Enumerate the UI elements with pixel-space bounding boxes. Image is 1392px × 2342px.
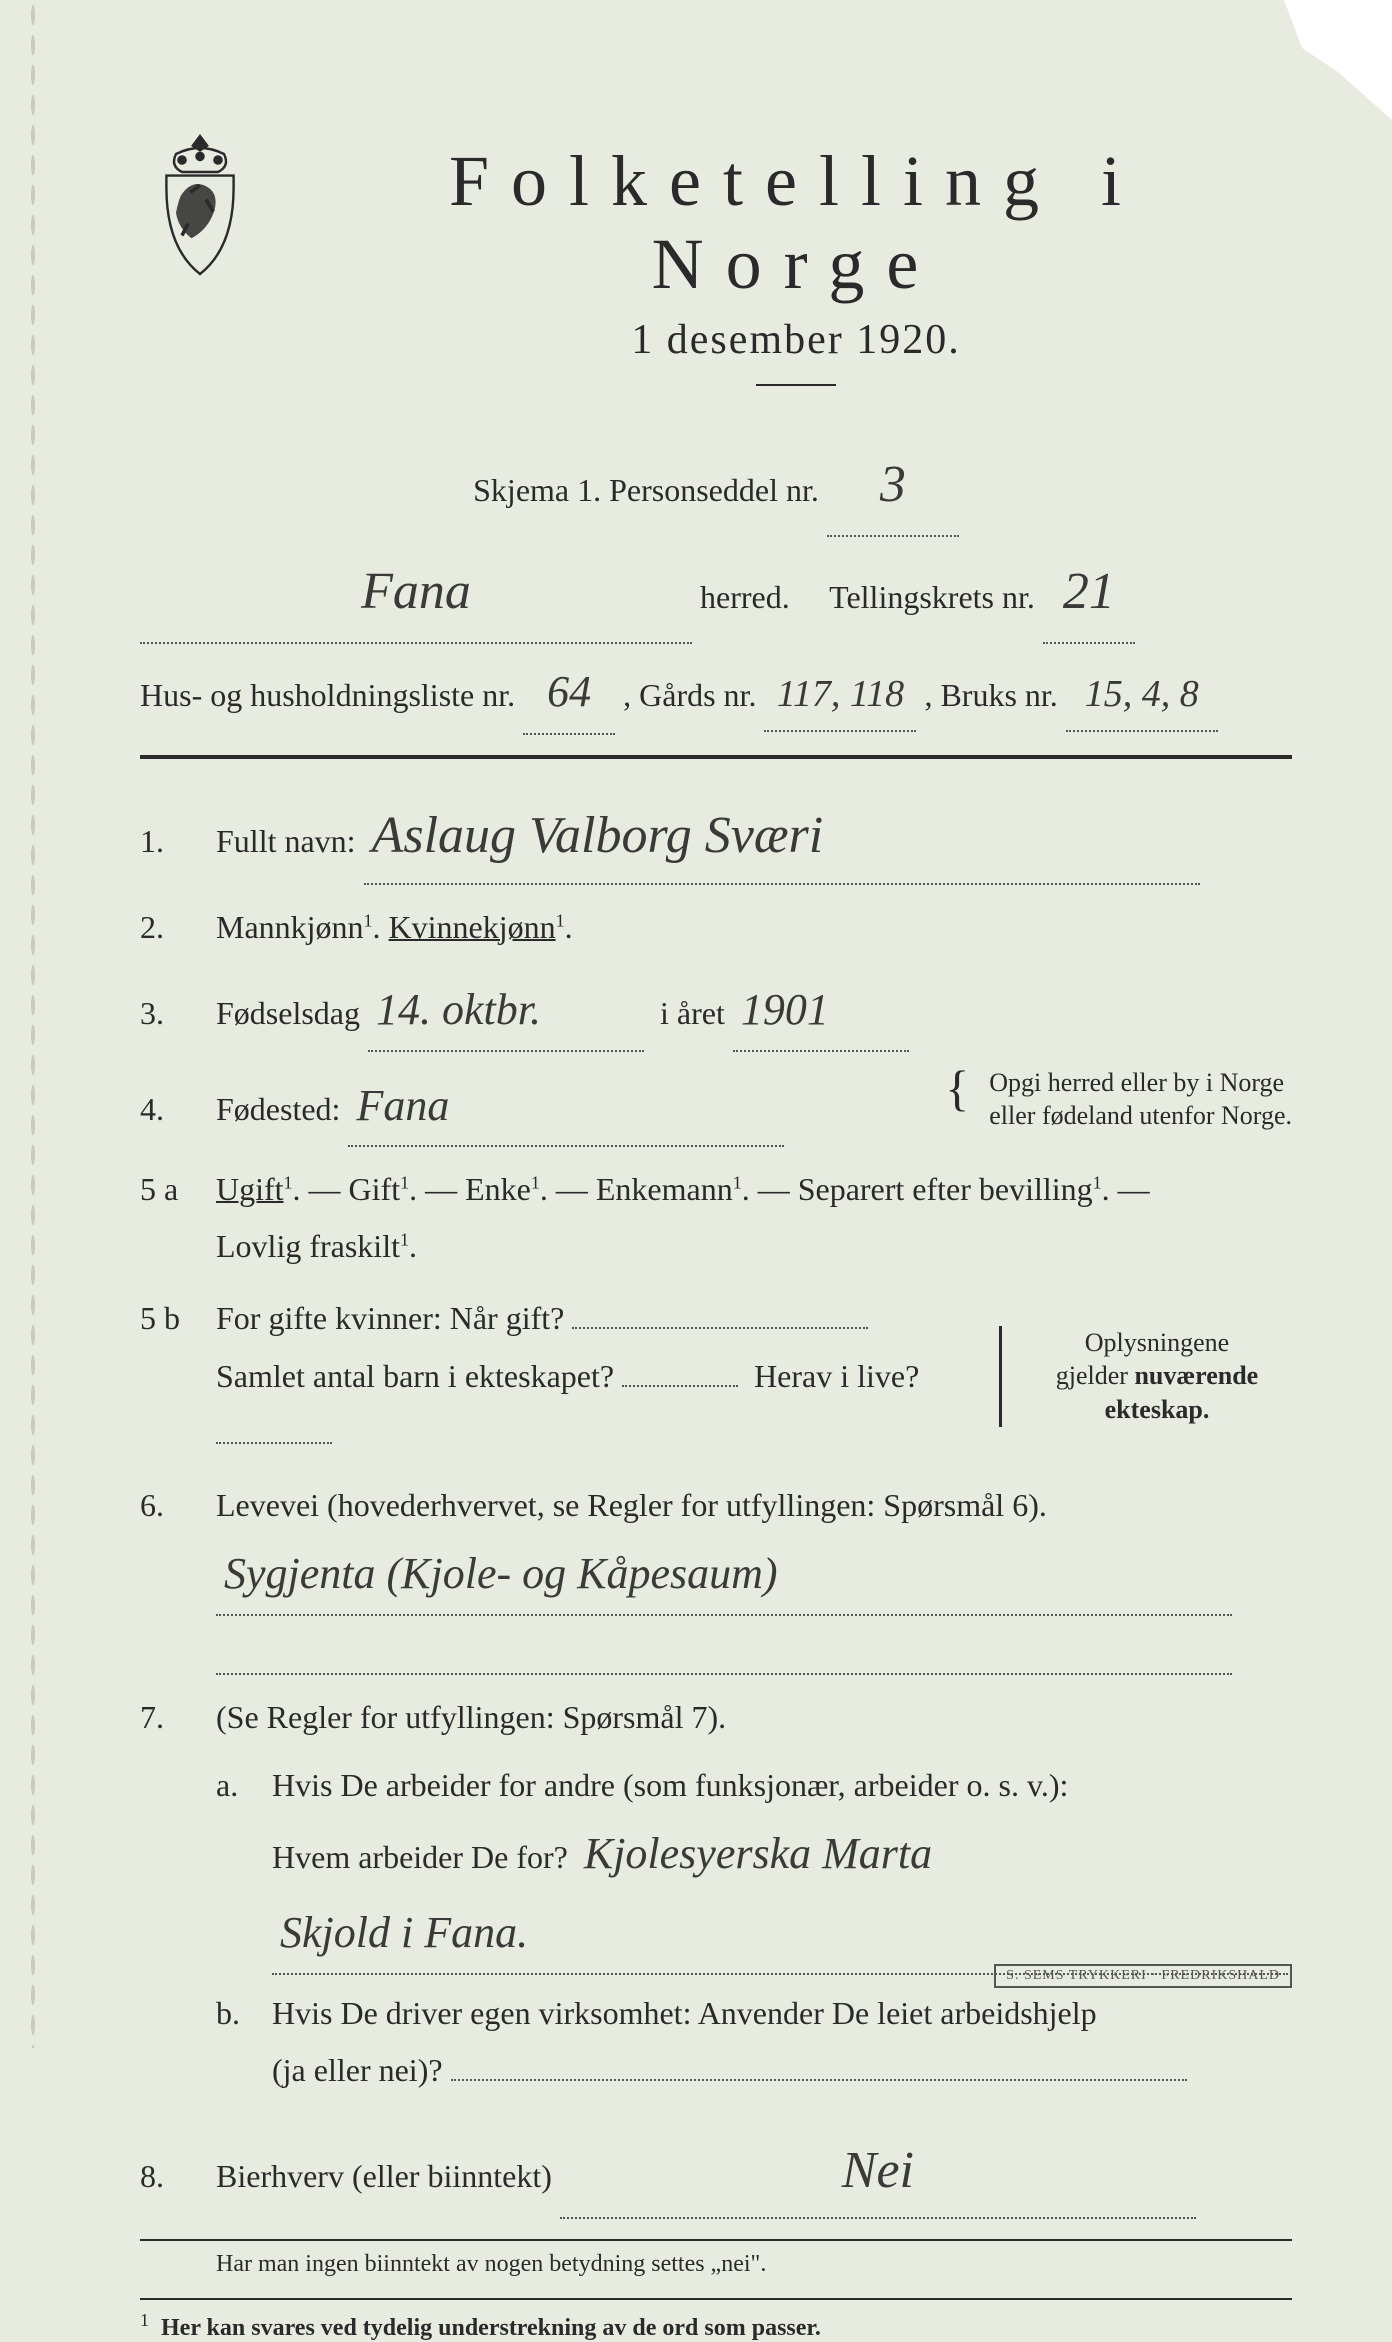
q7b-line1: Hvis De driver egen virksomhet: Anvender… [272, 1995, 1097, 2031]
q6-value: Sygjenta (Kjole- og Kåpesaum) [216, 1534, 1232, 1615]
q8-label: Bierhverv (eller biinntekt) [216, 2158, 552, 2194]
q2: 2. Mannkjønn1. Kvinnekjønn1. [140, 899, 1292, 957]
q5a-enkemann: Enkemann [596, 1171, 733, 1207]
q7a-line2-label: Hvem arbeider De for? [272, 1839, 568, 1875]
q8-num: 8. [140, 2158, 200, 2195]
footnote-2-text: Her kan svares ved tydelig understreknin… [161, 2315, 821, 2341]
q5b-v1 [572, 1327, 868, 1329]
q5a-fraskilt: Lovlig fraskilt [216, 1228, 400, 1264]
q4-note1: Opgi herred eller by i Norge [989, 1068, 1284, 1097]
q5b-num: 5 b [140, 1300, 200, 1337]
skjema-nr: 3 [827, 436, 959, 537]
q5a-num: 5 a [140, 1171, 200, 1208]
husliste-line: Hus- og husholdningsliste nr. 64 , Gårds… [140, 650, 1292, 736]
main-title: Folketelling i Norge [300, 140, 1292, 306]
q1-num: 1. [140, 823, 200, 860]
q7a-value-p1: Kjolesyerska Marta [576, 1814, 1172, 1893]
q5a-separert: Separert efter bevilling [798, 1171, 1093, 1207]
skjema-label: Skjema 1. Personseddel nr. [473, 472, 819, 508]
q5b-note3: ekteskap. [1105, 1395, 1210, 1424]
q6-blank [216, 1616, 1232, 1676]
q6-label: Levevei (hovederhvervet, se Regler for u… [216, 1487, 1047, 1523]
sup-2: 1 [556, 910, 565, 930]
q5b-note2: gjelder nuværende [1056, 1361, 1258, 1390]
q5a-enke: Enke [465, 1171, 531, 1207]
q4-num: 4. [140, 1091, 200, 1128]
husliste-label: Hus- og husholdningsliste nr. [140, 677, 515, 713]
gards-nr: 117, 118 [764, 658, 916, 732]
q7a-value-p2: Skjold i Fana. [272, 1893, 1288, 1974]
q2-mann: Mannkjønn [216, 909, 364, 945]
q8: 8. Bierhverv (eller biinntekt) Nei [140, 2124, 1292, 2220]
coat-of-arms-icon [140, 130, 260, 280]
census-form-page: Folketelling i Norge 1 desember 1920. Sk… [0, 0, 1392, 2048]
q5b-line2b: Herav i live? [754, 1358, 919, 1394]
torn-corner [1212, 0, 1392, 120]
q4-value: Fana [348, 1066, 784, 1147]
q2-kvinne: Kvinnekjønn [389, 909, 556, 945]
herred-line: Fana herred. Tellingskrets nr. 21 [140, 543, 1292, 644]
q8-value: Nei [560, 2124, 1196, 2220]
q5a-gift: Gift [349, 1171, 401, 1207]
q3-day: 14. oktbr. [368, 970, 644, 1051]
q7b-line2: (ja eller nei)? [272, 2052, 443, 2088]
q2-num: 2. [140, 909, 200, 946]
q5b-line1: For gifte kvinner: Når gift? [216, 1300, 564, 1336]
q7b-num: b. [216, 1985, 256, 2043]
husliste-nr: 64 [523, 650, 615, 736]
q7b-value [451, 2079, 1187, 2081]
q6: 6. Levevei (hovederhvervet, se Regler fo… [140, 1477, 1292, 1675]
herred-label: herred. [700, 579, 790, 615]
q5b-v2 [622, 1385, 738, 1387]
q7-num: 7. [140, 1699, 200, 1736]
q5a-ugift: Ugift [216, 1171, 284, 1207]
sup-1: 1 [364, 910, 373, 930]
title-block: Folketelling i Norge 1 desember 1920. [300, 120, 1292, 416]
tellingskrets-label: Tellingskrets nr. [829, 579, 1035, 615]
divider-thin [140, 2239, 1292, 2241]
header: Folketelling i Norge 1 desember 1920. [140, 120, 1292, 416]
brace-icon: { [945, 1066, 969, 1111]
printer-stamp: S. SEMS TRYKKERI · FREDRIKSHALD [994, 1964, 1292, 1988]
gards-label: , Gårds nr. [623, 677, 756, 713]
q4-note: Opgi herred eller by i Norge eller fødel… [989, 1066, 1292, 1134]
q5a: 5 a Ugift1. — Gift1. — Enke1. — Enkemann… [140, 1161, 1292, 1276]
skjema-line: Skjema 1. Personseddel nr. 3 [140, 436, 1292, 537]
q5b-v3 [216, 1442, 332, 1444]
q3-label: Fødselsdag [216, 995, 360, 1031]
divider-thin-2 [140, 2298, 1292, 2300]
q6-num: 6. [140, 1487, 200, 1524]
q1: 1. Fullt navn: Aslaug Valborg Sværi [140, 789, 1292, 885]
q3-year: 1901 [733, 970, 909, 1051]
q1-value: Aslaug Valborg Sværi [364, 789, 1200, 885]
q3: 3. Fødselsdag 14. oktbr. i året 1901 [140, 970, 1292, 1051]
q3-num: 3. [140, 995, 200, 1032]
q4: 4. Fødested: Fana { Opgi herred eller by… [140, 1066, 1292, 1147]
bruks-nr: 15, 4, 8 [1066, 658, 1218, 732]
q7a-num: a. [216, 1757, 256, 1815]
divider-thick [140, 755, 1292, 759]
herred-value: Fana [140, 543, 692, 644]
q3-year-label: i året [660, 995, 725, 1031]
q4-note2: eller fødeland utenfor Norge. [989, 1101, 1292, 1130]
q7: 7. (Se Regler for utfyllingen: Spørsmål … [140, 1689, 1292, 2110]
q5b: 5 b For gifte kvinner: Når gift? Samlet … [140, 1290, 1292, 1463]
bruks-label: , Bruks nr. [924, 677, 1057, 713]
footnote-2: 1 Her kan svares ved tydelig understrekn… [140, 2310, 1292, 2342]
q4-label: Fødested: [216, 1091, 340, 1127]
footnote-1: Har man ingen biinntekt av nogen betydni… [216, 2251, 1292, 2278]
q5b-left: For gifte kvinner: Når gift? Samlet anta… [216, 1290, 979, 1463]
q5b-note: Oplysningene gjelder nuværende ekteskap. [999, 1326, 1292, 1427]
perforated-edge [30, 0, 36, 2048]
q5b-line2: Samlet antal barn i ekteskapet? [216, 1358, 614, 1394]
q7-label: (Se Regler for utfyllingen: Spørsmål 7). [216, 1699, 726, 1735]
q1-label: Fullt navn: [216, 823, 356, 859]
tellingskrets-nr: 21 [1043, 543, 1135, 644]
divider [756, 384, 836, 386]
q5b-note1: Oplysningene [1085, 1328, 1229, 1357]
subtitle-date: 1 desember 1920. [300, 316, 1292, 364]
footnote-2-num: 1 [140, 2310, 149, 2330]
q7a-line1: Hvis De arbeider for andre (som funksjon… [272, 1767, 1068, 1803]
